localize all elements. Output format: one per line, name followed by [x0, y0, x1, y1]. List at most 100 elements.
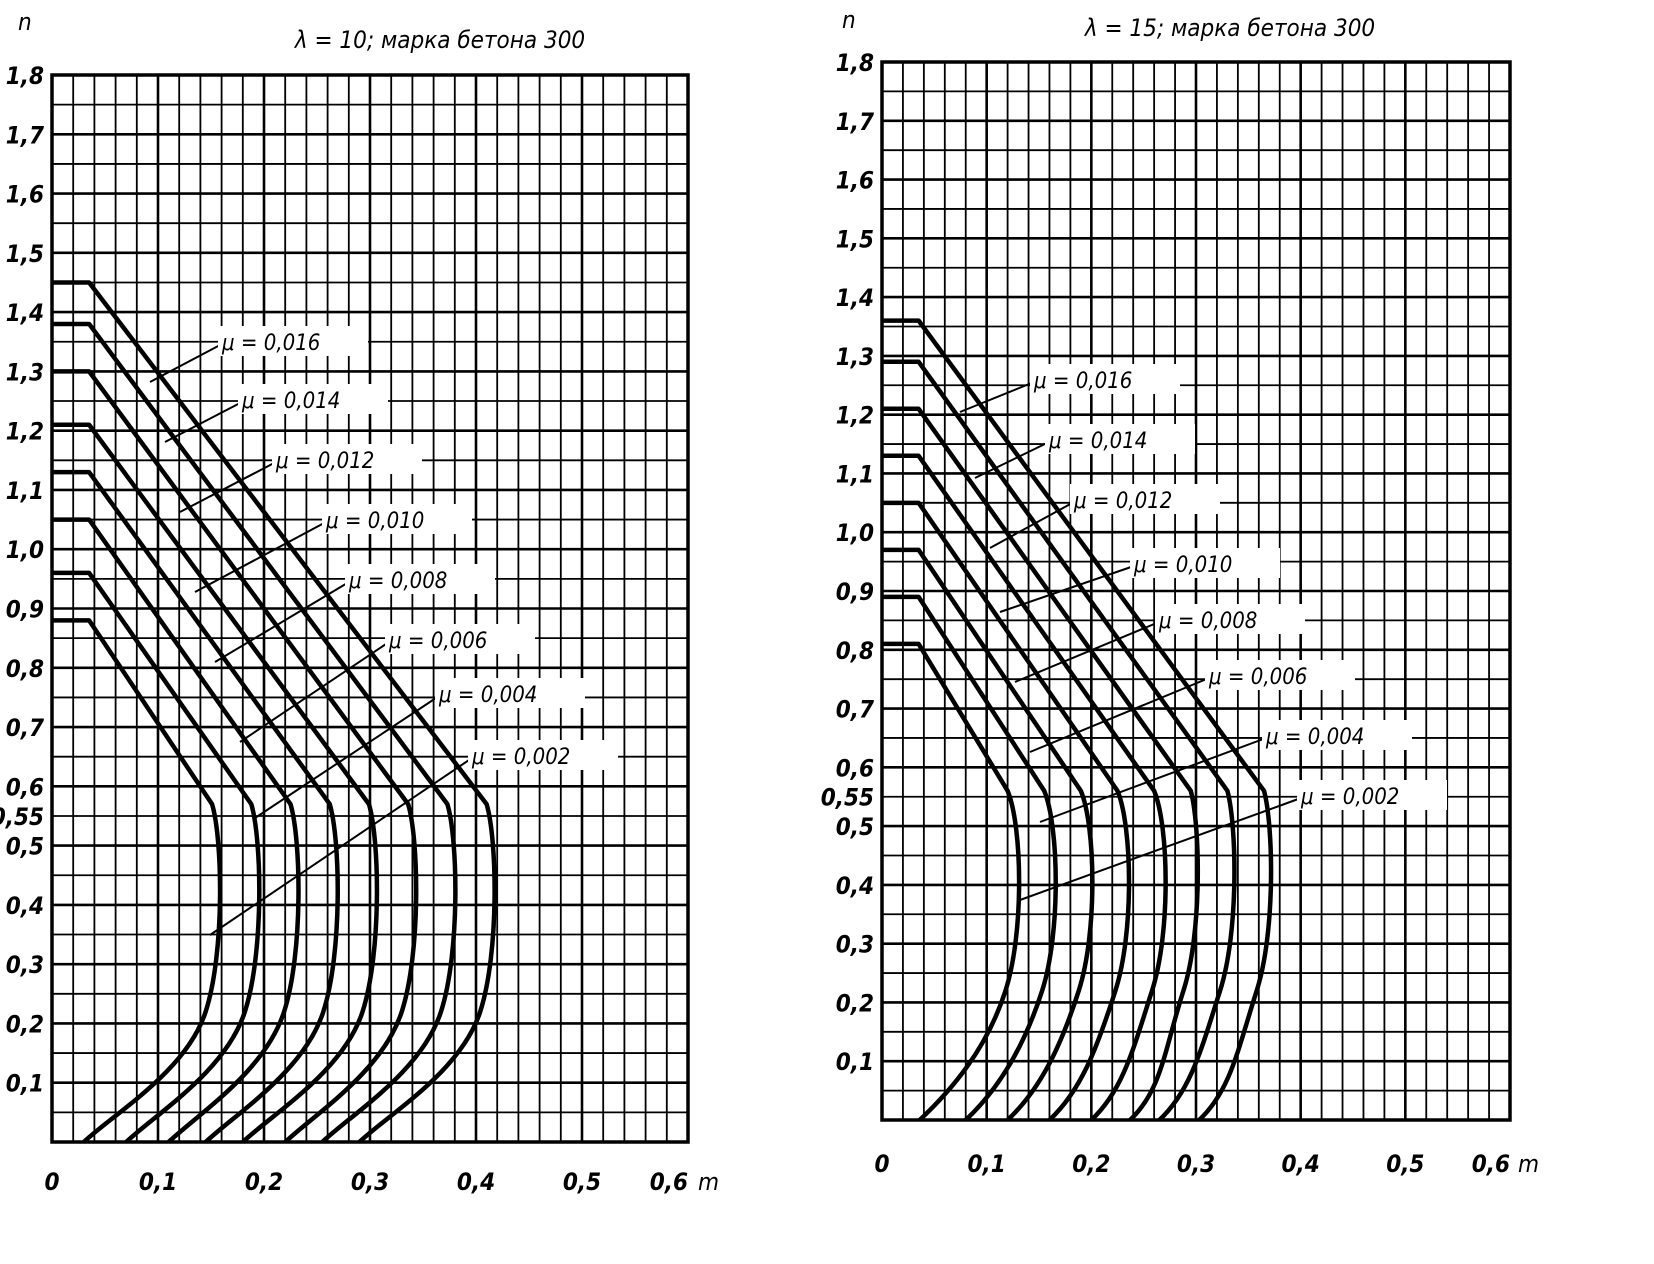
y-tick-label: 1,5	[6, 240, 44, 268]
y-tick-label: 1,3	[836, 343, 874, 371]
x-tick-label: 0,3	[1177, 1150, 1215, 1178]
chart-title: λ = 10; марка бетона 300	[294, 26, 585, 54]
leader-line	[1014, 621, 1160, 683]
label-background	[1205, 660, 1355, 690]
leader-line	[1039, 737, 1267, 823]
x-tick-label: 0,6	[1472, 1150, 1510, 1178]
leader-line	[1019, 797, 1302, 901]
x-tick-label: 0	[44, 1168, 59, 1196]
y-tick-label: 1,2	[6, 418, 44, 446]
leader-line	[959, 381, 1035, 413]
label-background	[1070, 484, 1220, 514]
y-tick-label: 0,8	[836, 637, 874, 665]
leader-line	[194, 521, 327, 593]
x-tick-label: 0,2	[1072, 1150, 1110, 1178]
curve-series	[52, 469, 340, 1144]
curve-series	[882, 359, 1237, 1122]
y-tick-label: 0,3	[836, 931, 874, 959]
series-label: μ = 0,012	[275, 449, 374, 474]
label-background	[1130, 548, 1280, 578]
y-tick-label: 0,6	[836, 754, 874, 782]
curve-series	[52, 280, 497, 1144]
leader-line	[239, 641, 390, 743]
x-tick-label: 0,1	[139, 1168, 177, 1196]
curve-series	[52, 369, 419, 1144]
x-tick-label: 0	[874, 1150, 889, 1178]
label-background	[238, 384, 388, 414]
y-tick-label: 1,3	[6, 358, 44, 386]
series-label: μ = 0,010	[1133, 553, 1232, 578]
y-tick-label: 0,1	[836, 1048, 874, 1076]
series-label: μ = 0,016	[221, 331, 320, 356]
leader-line	[179, 461, 277, 513]
series-label: μ = 0,004	[1265, 725, 1364, 750]
chart-panel-2: λ = 15; марка бетона 300 n m 1,8 1,7 1,6 1,5 1,…	[821, 6, 1539, 1178]
leader-line	[254, 695, 440, 819]
curve-series	[882, 406, 1201, 1122]
chart-title: λ = 15; марка бетона 300	[1084, 14, 1375, 42]
x-tick-label: 0,2	[245, 1168, 283, 1196]
y-tick-label: 0,4	[6, 892, 44, 920]
curve-series	[882, 318, 1274, 1122]
curve-series	[882, 641, 1022, 1122]
chart-panel-1: λ = 10; марка бетона 300 n m 1,8 1,7 1,6 1,5 1,…	[0, 8, 719, 1196]
leader-line	[974, 441, 1050, 479]
y-tick-label: 1,0	[6, 536, 44, 564]
y-tick-label: 0,55	[0, 803, 44, 831]
y-tick-label: 1,4	[6, 299, 44, 327]
series-label: μ = 0,006	[388, 629, 487, 654]
x-tick-label: 0,6	[650, 1168, 688, 1196]
y-tick-label: 1,6	[6, 181, 44, 209]
label-background	[1297, 780, 1447, 810]
y-tick-label: 0,3	[6, 951, 44, 979]
curve-series	[52, 422, 380, 1144]
series-label: μ = 0,008	[348, 569, 447, 594]
y-tick-label: 0,9	[836, 578, 874, 606]
curve-series	[52, 618, 223, 1144]
y-tick-label: 0,4	[836, 872, 874, 900]
series-label: μ = 0,012	[1073, 489, 1172, 514]
y-tick-label: 1,2	[836, 402, 874, 430]
curve-series	[52, 321, 458, 1144]
y-tick-label: 1,8	[6, 62, 44, 90]
series-label: μ = 0,008	[1158, 609, 1257, 634]
series-label: μ = 0,010	[325, 509, 424, 534]
curve-series	[882, 500, 1132, 1122]
y-tick-label: 1,8	[836, 49, 874, 77]
series-label: μ = 0,002	[1300, 785, 1399, 810]
label-background	[1045, 424, 1195, 454]
x-tick-label: 0,5	[1386, 1150, 1424, 1178]
series-label: μ = 0,014	[1048, 429, 1147, 454]
x-tick-label: 0,4	[457, 1168, 495, 1196]
leader-line	[1029, 677, 1210, 753]
leader-line	[999, 565, 1135, 613]
curve-series	[52, 570, 262, 1144]
label-background	[218, 326, 368, 356]
series-label: μ = 0,006	[1208, 665, 1307, 690]
label-background	[1155, 604, 1305, 634]
label-background	[1262, 720, 1412, 750]
x-tick-label: 0,1	[968, 1150, 1006, 1178]
curve-series	[882, 453, 1168, 1122]
series-label: μ = 0,016	[1033, 369, 1132, 394]
y-tick-label: 0,2	[836, 989, 874, 1017]
leader-line	[214, 581, 350, 663]
leader-line	[149, 343, 223, 383]
y-tick-label: 0,5	[6, 833, 44, 861]
grid	[880, 60, 1512, 1122]
label-background	[385, 624, 535, 654]
y-tick-label: 1,7	[836, 108, 874, 136]
x-axis-label: m	[698, 1168, 719, 1196]
plot-frame	[50, 73, 690, 1144]
label-background	[345, 564, 495, 594]
y-tick-label: 0,7	[836, 696, 874, 724]
curve-series	[52, 517, 301, 1144]
y-tick-label: 1,4	[836, 284, 874, 312]
y-tick-label: 0,9	[6, 596, 44, 624]
x-tick-label: 0,4	[1282, 1150, 1320, 1178]
label-background	[468, 740, 618, 770]
series-label: μ = 0,014	[241, 389, 340, 414]
leader-line	[989, 501, 1075, 549]
leader-line	[209, 757, 473, 936]
